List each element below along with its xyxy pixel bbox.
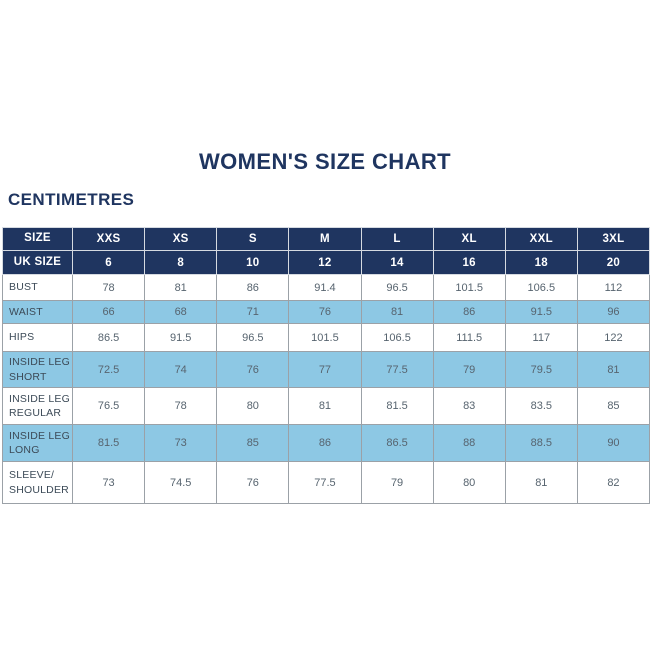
measurement-cell: 78 [71, 274, 146, 301]
size-header-cell: XS [144, 227, 218, 251]
measurement-cell: 86 [216, 274, 290, 301]
measurement-cell: 86.5 [71, 323, 146, 352]
measurement-cell: 80 [432, 461, 506, 504]
measurement-cell: 85 [216, 424, 290, 462]
measurement-cell: 106.5 [360, 323, 434, 352]
size-header-row: SIZE XXS XS S M L XL XXL 3XL [2, 227, 650, 251]
uk-size-header-row: UK SIZE 6 8 10 12 14 16 18 20 [2, 250, 650, 275]
header-label-cell: UK SIZE [2, 250, 73, 275]
row-label-cell: INSIDE LEG SHORT [2, 351, 73, 388]
measurement-cell: 81 [576, 351, 650, 388]
row-label-cell: HIPS [2, 323, 73, 352]
size-header-cell: XXL [504, 227, 578, 251]
measurement-cell: 83.5 [504, 387, 578, 425]
uk-size-cell: 14 [360, 250, 434, 275]
measurement-cell: 112 [576, 274, 650, 301]
uk-size-cell: 6 [71, 250, 146, 275]
uk-size-cell: 18 [504, 250, 578, 275]
measurement-cell: 96.5 [216, 323, 290, 352]
measurement-cell: 91.5 [144, 323, 218, 352]
measurement-cell: 80 [216, 387, 290, 425]
measurement-row: SLEEVE/ SHOULDER 73 74.5 76 77.5 79 80 81 82 [2, 461, 650, 504]
measurement-cell: 122 [576, 323, 650, 352]
size-header-cell: L [360, 227, 434, 251]
size-header-cell: XL [432, 227, 506, 251]
measurement-cell: 106.5 [504, 274, 578, 301]
measurement-cell: 76 [288, 300, 362, 324]
measurement-row: BUST 78 81 86 91.4 96.5 101.5 106.5 112 [2, 274, 650, 301]
measurement-cell: 111.5 [432, 323, 506, 352]
measurement-cell: 88.5 [504, 424, 578, 462]
measurement-cell: 81 [288, 387, 362, 425]
measurement-row: WAIST 66 68 71 76 81 86 91.5 96 [2, 300, 650, 324]
measurement-cell: 86 [432, 300, 506, 324]
measurement-cell: 76 [216, 461, 290, 504]
measurement-cell: 86.5 [360, 424, 434, 462]
measurement-row: INSIDE LEG REGULAR 76.5 78 80 81 81.5 83 83.5 85 [2, 387, 650, 425]
measurement-cell: 96.5 [360, 274, 434, 301]
measurement-cell: 77 [288, 351, 362, 388]
measurement-cell: 81 [360, 300, 434, 324]
uk-size-cell: 10 [216, 250, 290, 275]
header-label-cell: SIZE [2, 227, 73, 251]
uk-size-cell: 16 [432, 250, 506, 275]
measurement-cell: 71 [216, 300, 290, 324]
measurement-cell: 77.5 [360, 351, 434, 388]
uk-size-cell: 20 [576, 250, 650, 275]
size-header-cell: M [288, 227, 362, 251]
measurement-cell: 91.4 [288, 274, 362, 301]
size-header-cell: S [216, 227, 290, 251]
row-label-cell: BUST [2, 274, 73, 301]
unit-heading: CENTIMETRES [8, 190, 135, 209]
measurement-cell: 83 [432, 387, 506, 425]
uk-size-cell: 8 [144, 250, 218, 275]
measurement-cell: 79.5 [504, 351, 578, 388]
uk-size-cell: 12 [288, 250, 362, 275]
measurement-cell: 117 [504, 323, 578, 352]
measurement-cell: 81.5 [360, 387, 434, 425]
measurement-cell: 77.5 [288, 461, 362, 504]
measurement-cell: 66 [71, 300, 146, 324]
measurement-cell: 79 [360, 461, 434, 504]
measurement-cell: 90 [576, 424, 650, 462]
measurement-cell: 96 [576, 300, 650, 324]
measurement-cell: 73 [144, 424, 218, 462]
measurement-cell: 78 [144, 387, 218, 425]
measurement-cell: 81 [504, 461, 578, 504]
measurement-cell: 76.5 [71, 387, 146, 425]
measurement-cell: 91.5 [504, 300, 578, 324]
measurement-cell: 72.5 [71, 351, 146, 388]
measurement-row: HIPS 86.5 91.5 96.5 101.5 106.5 111.5 117 122 [2, 323, 650, 352]
size-header-cell: XXS [71, 227, 146, 251]
measurement-cell: 68 [144, 300, 218, 324]
measurement-row: INSIDE LEG SHORT 72.5 74 76 77 77.5 79 79.5 81 [2, 351, 650, 388]
measurement-cell: 85 [576, 387, 650, 425]
measurement-cell: 86 [288, 424, 362, 462]
measurement-cell: 74 [144, 351, 218, 388]
measurement-cell: 101.5 [288, 323, 362, 352]
measurement-cell: 81.5 [71, 424, 146, 462]
measurement-row: INSIDE LEG LONG 81.5 73 85 86 86.5 88 88.5 90 [2, 424, 650, 462]
row-label-cell: INSIDE LEG REGULAR [2, 387, 73, 425]
measurement-cell: 76 [216, 351, 290, 388]
measurement-cell: 82 [576, 461, 650, 504]
row-label-cell: SLEEVE/ SHOULDER [2, 461, 73, 504]
row-label-cell: INSIDE LEG LONG [2, 424, 73, 462]
measurement-cell: 79 [432, 351, 506, 388]
measurement-cell: 74.5 [144, 461, 218, 504]
row-label-cell: WAIST [2, 300, 73, 324]
measurement-cell: 73 [71, 461, 146, 504]
size-chart-table: SIZE XXS XS S M L XL XXL 3XL UK SIZE 6 8 10 12 14 16 18 2… [2, 227, 650, 504]
size-chart-body: SIZE XXS XS S M L XL XXL 3XL UK SIZE 6 8 10 12 14 16 18 2… [2, 227, 650, 504]
page-title: WOMEN'S SIZE CHART [199, 149, 451, 174]
size-header-cell: 3XL [576, 227, 650, 251]
measurement-cell: 101.5 [432, 274, 506, 301]
measurement-cell: 88 [432, 424, 506, 462]
measurement-cell: 81 [144, 274, 218, 301]
